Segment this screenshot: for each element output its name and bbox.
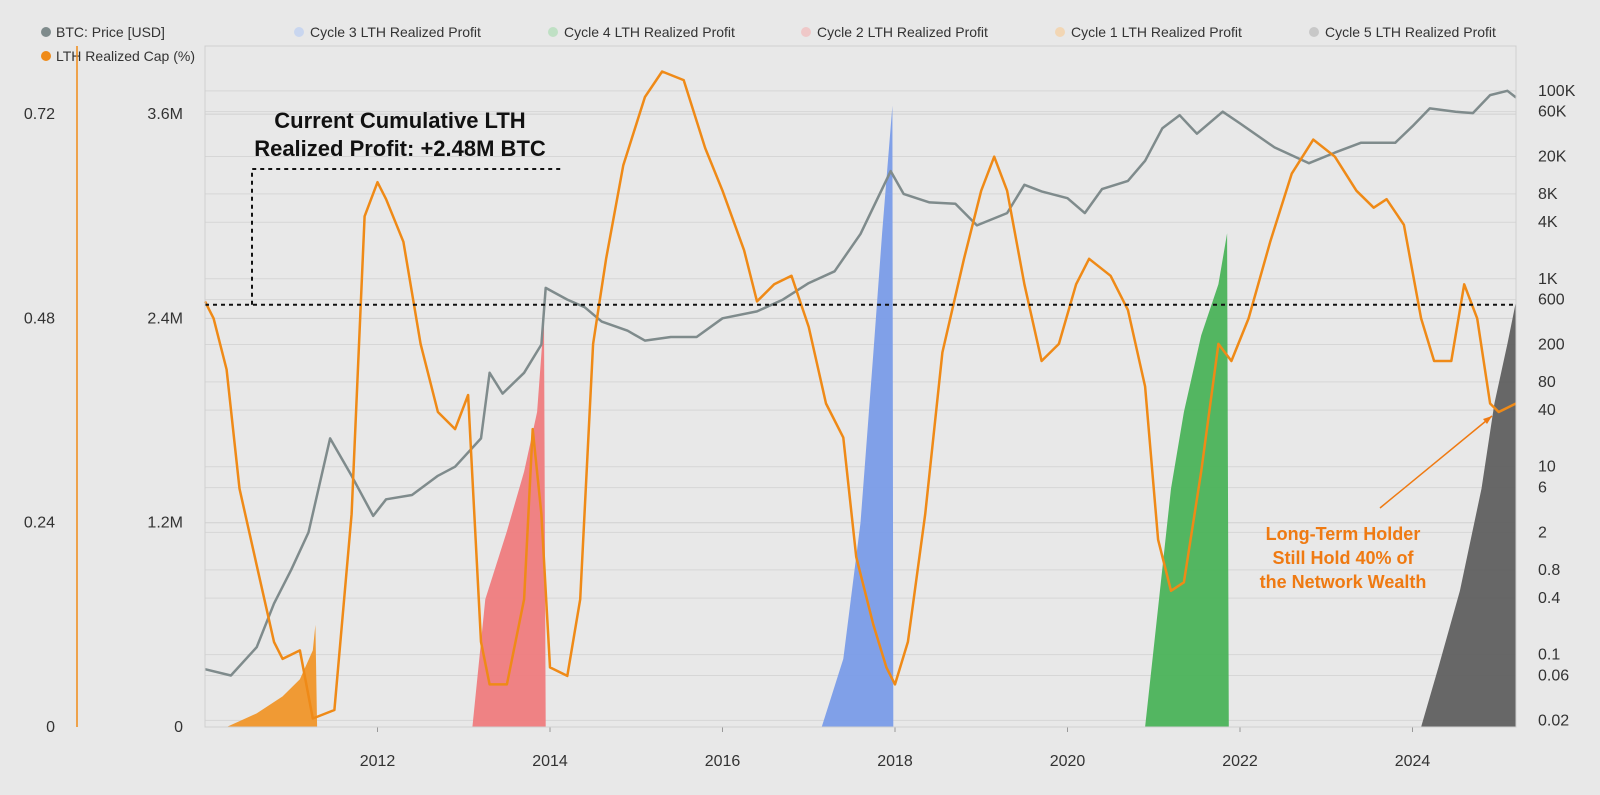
right-tick-label-12: 1K bbox=[1538, 271, 1558, 288]
legend-swatch-cycle3 bbox=[294, 27, 304, 37]
legend-swatch-cycle1 bbox=[1055, 27, 1065, 37]
right-tick-label-17: 100K bbox=[1538, 83, 1576, 100]
right-tick-label-14: 8K bbox=[1538, 186, 1558, 203]
legend-label-cycle4: Cycle 4 LTH Realized Profit bbox=[564, 24, 735, 40]
left-tick-label-1: 1.2M bbox=[147, 515, 183, 532]
annotation-arrow bbox=[1379, 415, 1493, 509]
right-tick-label-11: 600 bbox=[1538, 292, 1565, 309]
area-cycle-2-lth-realized-profit bbox=[472, 318, 546, 727]
right-tick-label-16: 60K bbox=[1538, 104, 1567, 121]
x-tick-label-1: 2014 bbox=[532, 753, 568, 770]
legend-item-cycle3[interactable]: Cycle 3 LTH Realized Profit bbox=[294, 24, 481, 40]
legend-swatch-cycle2 bbox=[801, 27, 811, 37]
outer-left-tick-label-2: 0.48 bbox=[24, 310, 55, 327]
legend: BTC: Price [USD] LTH Realized Cap (%) Cy… bbox=[41, 24, 1496, 64]
right-tick-label-13: 4K bbox=[1538, 214, 1558, 231]
series-lines bbox=[203, 70, 1517, 720]
axes: 2012 2014 2016 2018 2020 2022 2024 0 1.2M 2.4M 3.6… bbox=[24, 83, 1576, 770]
right-tick-label-15: 20K bbox=[1538, 149, 1567, 166]
right-tick-label-1: 0.06 bbox=[1538, 668, 1569, 685]
series-line-lth-realized-cap bbox=[203, 70, 1517, 720]
right-tick-label-8: 40 bbox=[1538, 402, 1556, 419]
outer-left-tick-label-3: 0.72 bbox=[24, 106, 55, 123]
annotation-arrowhead bbox=[1483, 416, 1492, 424]
chart-title-line-1: Current Cumulative LTH bbox=[274, 108, 525, 133]
legend-label-cycle5: Cycle 5 LTH Realized Profit bbox=[1325, 24, 1496, 40]
plot-frame bbox=[204, 45, 1517, 728]
cycle-areas bbox=[226, 105, 1516, 728]
legend-swatch-cycle4 bbox=[548, 27, 558, 37]
x-tick-label-4: 2020 bbox=[1050, 753, 1086, 770]
legend-item-cycle5[interactable]: Cycle 5 LTH Realized Profit bbox=[1309, 24, 1496, 40]
legend-label-cycle3: Cycle 3 LTH Realized Profit bbox=[310, 24, 481, 40]
reference-lines bbox=[205, 168, 1516, 306]
legend-label-cycle2: Cycle 2 LTH Realized Profit bbox=[817, 24, 988, 40]
x-tick-label-6: 2024 bbox=[1395, 753, 1431, 770]
right-tick-label-4: 0.8 bbox=[1538, 562, 1560, 579]
area-cycle-3-lth-realized-profit bbox=[821, 105, 894, 728]
left-tick-label-3: 3.6M bbox=[147, 106, 183, 123]
x-tick-label-2: 2016 bbox=[705, 753, 741, 770]
right-tick-label-2: 0.1 bbox=[1538, 647, 1560, 664]
x-tick-label-3: 2018 bbox=[877, 753, 913, 770]
legend-item-cycle1[interactable]: Cycle 1 LTH Realized Profit bbox=[1055, 24, 1242, 40]
series-line-btc-price bbox=[204, 89, 1517, 677]
chart-title-line-2: Realized Profit: +2.48M BTC bbox=[254, 136, 546, 161]
right-tick-label-3: 0.4 bbox=[1538, 590, 1560, 607]
annotation-line-2: Still Hold 40% of bbox=[1272, 548, 1414, 568]
legend-label-cycle1: Cycle 1 LTH Realized Profit bbox=[1071, 24, 1242, 40]
legend-swatch-price bbox=[41, 27, 51, 37]
right-tick-label-6: 6 bbox=[1538, 480, 1547, 497]
left-tick-label-0: 0 bbox=[174, 719, 183, 736]
right-tick-label-9: 80 bbox=[1538, 374, 1556, 391]
outer-left-tick-label-1: 0.24 bbox=[24, 515, 55, 532]
right-tick-label-10: 200 bbox=[1538, 336, 1565, 353]
legend-item-realized-cap[interactable]: LTH Realized Cap (%) bbox=[41, 48, 195, 64]
x-tick-label-5: 2022 bbox=[1222, 753, 1258, 770]
outer-left-tick-label-0: 0 bbox=[46, 719, 55, 736]
area-cycle-5-lth-realized-profit bbox=[1421, 301, 1516, 727]
legend-label-realized-cap: LTH Realized Cap (%) bbox=[56, 48, 195, 64]
right-tick-label-0: 0.02 bbox=[1538, 712, 1569, 729]
right-tick-label-5: 2 bbox=[1538, 524, 1547, 541]
annotation-line-3: the Network Wealth bbox=[1260, 572, 1427, 592]
legend-label-price: BTC: Price [USD] bbox=[56, 24, 165, 40]
legend-item-price[interactable]: BTC: Price [USD] bbox=[41, 24, 165, 40]
area-cycle-1-lth-realized-profit bbox=[226, 624, 318, 727]
legend-item-cycle4[interactable]: Cycle 4 LTH Realized Profit bbox=[548, 24, 735, 40]
legend-swatch-realized-cap bbox=[41, 51, 51, 61]
x-tick-label-0: 2012 bbox=[360, 753, 396, 770]
annotation-line-1: Long-Term Holder bbox=[1266, 524, 1421, 544]
right-tick-label-7: 10 bbox=[1538, 459, 1556, 476]
legend-item-cycle2[interactable]: Cycle 2 LTH Realized Profit bbox=[801, 24, 988, 40]
left-tick-label-2: 2.4M bbox=[147, 310, 183, 327]
legend-swatch-cycle5 bbox=[1309, 27, 1319, 37]
area-cycle-4-lth-realized-profit bbox=[1145, 233, 1229, 728]
